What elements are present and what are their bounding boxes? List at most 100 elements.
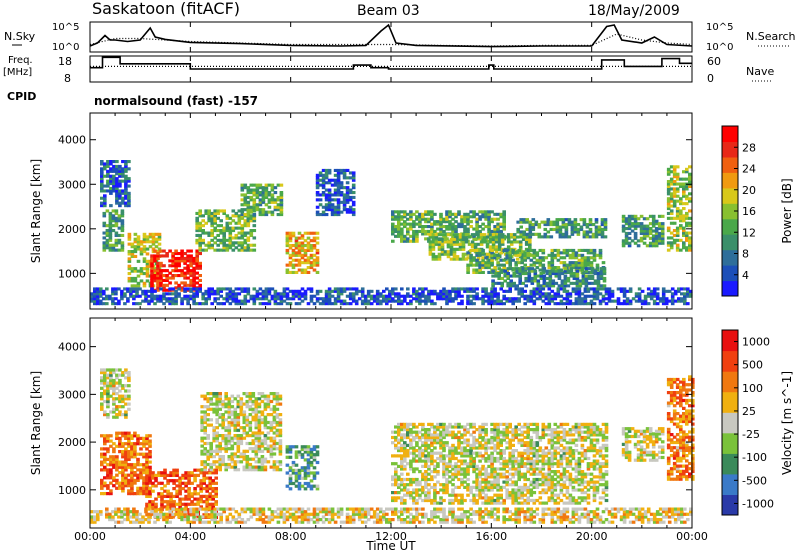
velocity-cells-cell (200, 439, 204, 443)
velocity-cells-cell (203, 394, 207, 398)
power-cells-cell (437, 240, 442, 244)
power-cells-cell (115, 189, 119, 193)
velocity-cells-cell (130, 471, 134, 475)
power-cells-cell (138, 302, 142, 306)
velocity-cells-cell (215, 405, 219, 409)
power-cells-cell (651, 219, 656, 223)
power-cells-cell (276, 302, 281, 306)
power-cells-cell (445, 210, 449, 214)
velocity-cells-cell (227, 405, 232, 409)
power-cells-cell (294, 244, 299, 248)
power-cells-cell (264, 203, 269, 207)
power-cells-cell (472, 294, 476, 298)
power-cells-cell (519, 225, 523, 229)
velocity-cells-cell (254, 436, 259, 440)
power-cells-cell (249, 233, 254, 237)
velocity-cells-cell (403, 435, 407, 440)
velocity-cells-cell (205, 497, 209, 501)
power-cells-cell (156, 274, 160, 278)
power-cells-cell (397, 229, 401, 233)
power-cells-cell (570, 230, 575, 234)
power-cells-cell (183, 283, 187, 287)
power-cells-cell (285, 236, 290, 240)
power-cells-cell (491, 240, 496, 244)
power-cells-cell (145, 269, 150, 273)
power-cells-cell (261, 198, 266, 202)
velocity-cells-cell (221, 460, 225, 464)
power-cells-cell (234, 287, 239, 291)
power-cells-cell (666, 229, 671, 233)
velocity-cells-cell (124, 463, 128, 467)
power-cells-cell (339, 292, 344, 296)
power-cells-cell (515, 240, 520, 244)
power-cells-cell (327, 292, 332, 296)
velocity-cells-cell (209, 402, 213, 406)
power-cells-cell (321, 173, 326, 177)
power-cells-cell (472, 270, 476, 274)
power-cells-cell (551, 272, 556, 276)
velocity-cells-cell (202, 476, 206, 480)
freq-label: Freq. (8, 55, 33, 66)
power-cells-cell (487, 220, 491, 224)
velocity-cells-cell (172, 487, 176, 491)
velocity-cells-cell (218, 444, 222, 448)
velocity-cells-cell (406, 462, 410, 466)
power-cells-cell (616, 302, 621, 306)
velocity-cells-cell (245, 405, 250, 409)
power-cells-cell (195, 216, 199, 220)
power-cells-cell (213, 297, 217, 301)
power-cells-cell (246, 287, 251, 291)
power-cells-cell (652, 294, 657, 298)
velocity-cells-cell (163, 505, 167, 509)
power-cells-cell (198, 224, 202, 228)
power-cells-cell (682, 192, 686, 196)
power-cells-cell (106, 169, 110, 173)
power-cells-cell (168, 292, 172, 296)
power-cells-cell (506, 237, 511, 241)
velocity-cells-cell (315, 487, 320, 491)
velocity-cells-cell (294, 474, 299, 478)
velocity-cells-cell (142, 444, 146, 448)
power-cells-cell (428, 250, 433, 254)
velocity-cells-cell (415, 477, 419, 482)
power-cells-cell (493, 268, 497, 272)
power-cells-cell (216, 224, 220, 228)
power-cells-cell (195, 241, 199, 245)
velocity-cells-cell (288, 487, 293, 491)
velocity-cells-cell (288, 450, 293, 454)
cpid-label: CPID (7, 90, 36, 103)
velocity-cells-cell (424, 459, 428, 463)
power-cells-cell (654, 241, 659, 245)
velocity-cells-cell (406, 435, 410, 440)
power-cells-cell (570, 220, 575, 224)
power-cells-cell (527, 276, 532, 280)
power-cells-cell (443, 235, 448, 239)
velocity-cells-cell (403, 459, 407, 463)
velocity-cells-cell (145, 494, 149, 498)
power-cells-cell (515, 235, 520, 239)
power-cells-cell (418, 222, 422, 226)
colorbar-swatch-4 (722, 218, 738, 235)
velocity-cells-cell (233, 462, 238, 467)
velocity-cells-cell (424, 491, 428, 495)
velocity-cells-cell (303, 450, 308, 454)
velocity-cells-cell (148, 434, 152, 438)
power-cells-cell (672, 170, 677, 174)
velocity-cells-cell (127, 436, 131, 440)
power-cells-cell (366, 294, 371, 298)
power-cells-cell (213, 221, 217, 225)
power-cells-cell (577, 268, 582, 272)
power-cells-cell (449, 245, 454, 249)
power-cells-cell (675, 187, 680, 191)
velocity-cells-cell (106, 450, 110, 454)
power-cells-cell (472, 289, 476, 293)
power-cells-cell (315, 173, 320, 177)
power-cells-cell (455, 257, 460, 261)
power-cells-cell (294, 292, 299, 296)
velocity-cells-cell (263, 457, 268, 461)
power-cells-cell (600, 230, 605, 234)
power-cells-cell (573, 218, 578, 222)
velocity-cells-cell (251, 407, 256, 411)
power-cells-cell (531, 218, 536, 222)
velocity-cells-cell (160, 497, 164, 501)
